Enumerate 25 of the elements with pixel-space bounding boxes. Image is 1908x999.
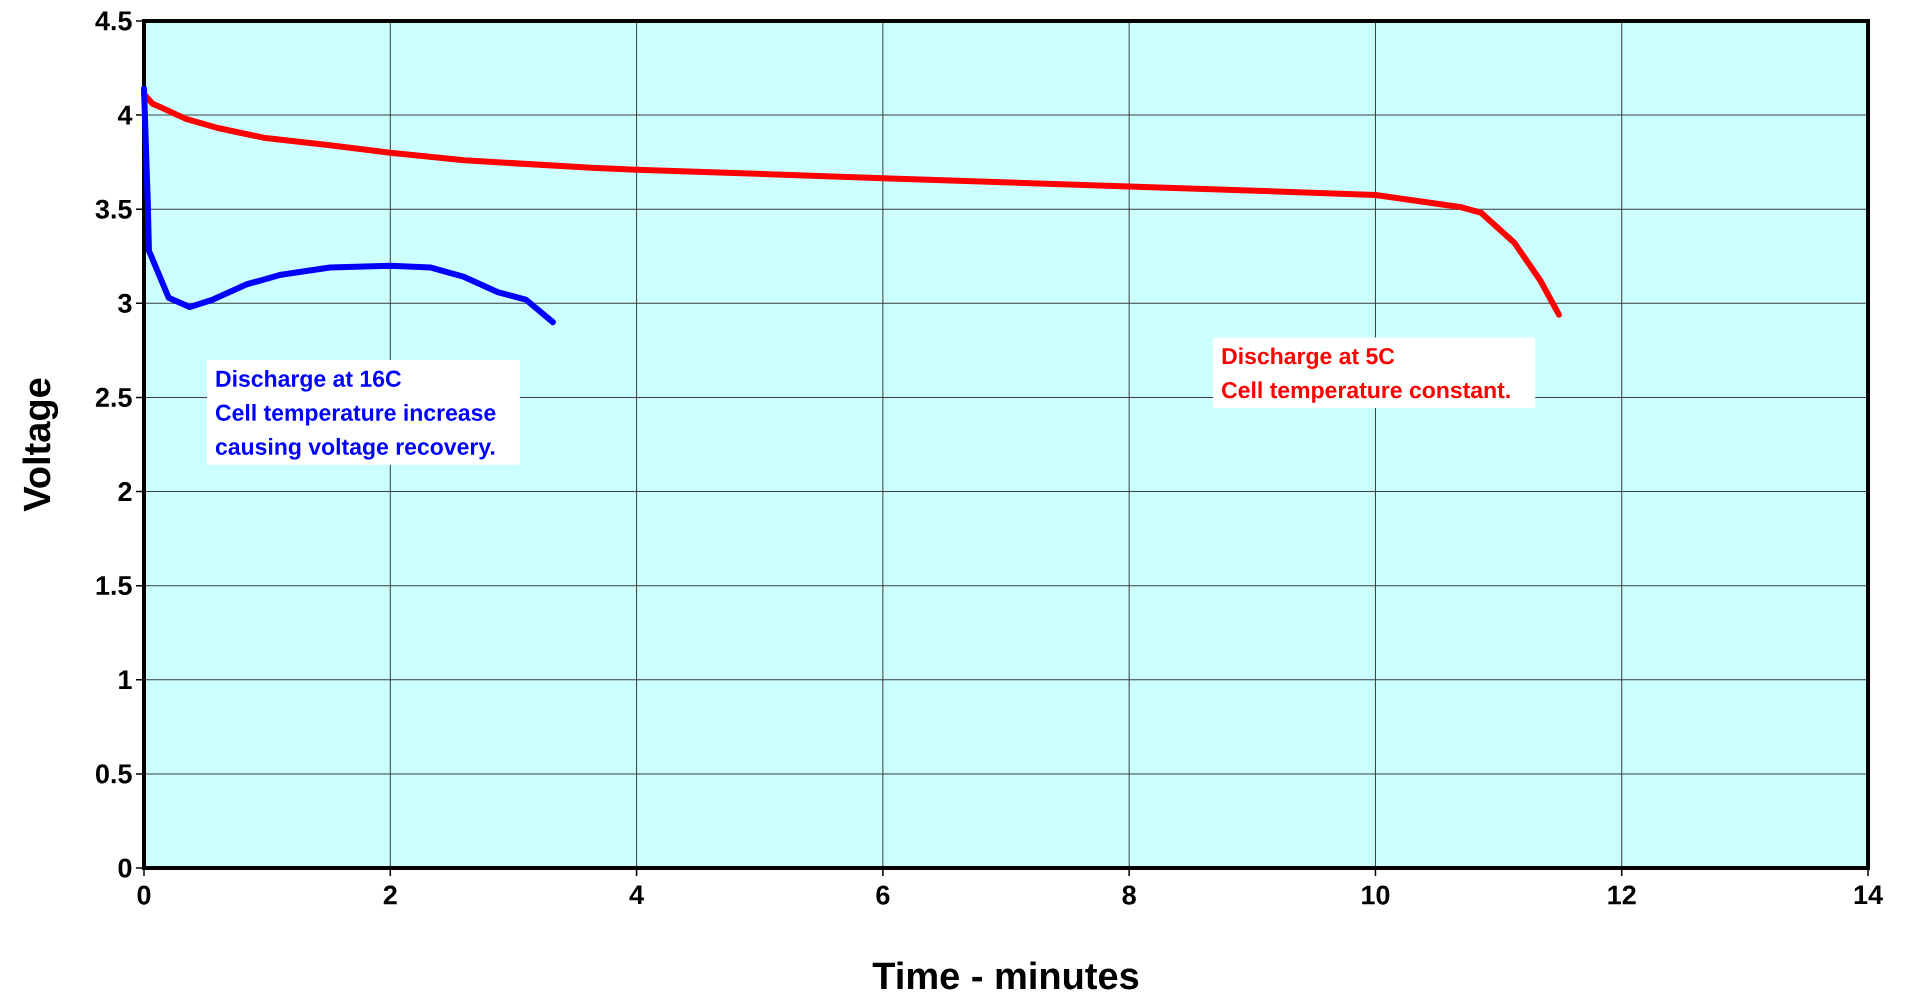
annotation: Cell temperature increase <box>215 403 496 426</box>
y-tick-label: 2.5 <box>95 387 132 407</box>
annotation: Cell temperature constant. <box>1222 381 1510 403</box>
y-tick-label: 0.5 <box>96 764 132 784</box>
y-tick-label: 3.5 <box>95 199 132 219</box>
x-tick-label: 12 <box>1608 885 1636 905</box>
y-tick-label: 2 <box>118 482 132 501</box>
x-tick-label: 6 <box>876 885 890 905</box>
y-tick-label: 0 <box>118 858 132 878</box>
x-axis-title: Time - minutes <box>872 961 1139 990</box>
annotation: causing voltage recovery. <box>215 437 495 460</box>
y-axis-title: Voltage <box>22 378 59 512</box>
x-tick-label: 8 <box>1122 885 1136 905</box>
x-tick-label: 4 <box>629 885 644 905</box>
annotation: Discharge at 16C <box>216 369 401 392</box>
y-tick-label: 1.5 <box>96 576 132 596</box>
y-tick-label: 4.5 <box>95 11 132 31</box>
annotation: Discharge at 5C <box>1222 347 1395 369</box>
x-tick-label: 0 <box>137 885 151 905</box>
y-tick-label: 1 <box>119 670 132 690</box>
x-tick-label: 2 <box>383 885 397 905</box>
x-tick-label: 10 <box>1362 885 1390 905</box>
x-tick-label: 14 <box>1854 885 1883 905</box>
y-tick-label: 3 <box>118 293 132 313</box>
y-tick-label: 4 <box>117 105 133 125</box>
